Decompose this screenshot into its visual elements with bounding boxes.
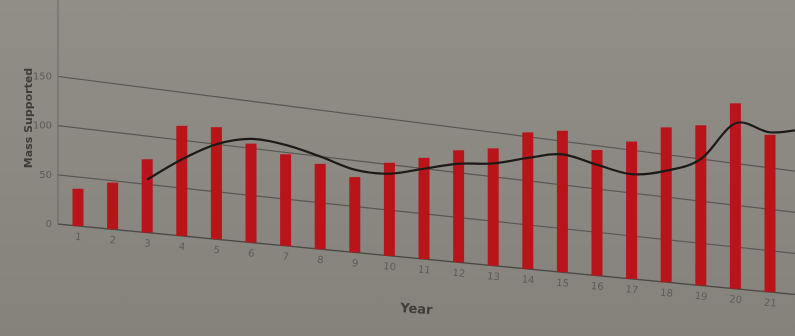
bar-18: [660, 127, 672, 283]
bar-7: [280, 154, 292, 246]
x-tick-label: 4: [178, 242, 185, 254]
x-tick-label: 1: [75, 232, 82, 244]
x-tick-label: 5: [213, 245, 220, 257]
bars: [72, 103, 776, 293]
bar-11: [418, 157, 430, 260]
x-tick-label: 2: [109, 235, 116, 247]
bar-6: [245, 143, 257, 243]
bar-12: [453, 150, 465, 263]
bar-9: [349, 177, 361, 253]
x-tick-label: 13: [487, 271, 501, 283]
x-tick-label: 12: [452, 268, 466, 280]
bar-1: [72, 188, 84, 226]
x-axis-label: Year: [399, 301, 434, 318]
bar-4: [176, 125, 188, 236]
bar-13: [487, 148, 499, 266]
bar-16: [591, 150, 603, 276]
x-tick-label: 11: [417, 265, 431, 277]
x-tick-label: 9: [351, 258, 358, 270]
x-tick-label: 6: [248, 248, 255, 260]
y-tick-label: 0: [46, 219, 52, 230]
trend-line-path: [146, 121, 795, 181]
bar-14: [522, 132, 534, 269]
bar-19: [695, 125, 707, 286]
bar-8: [314, 163, 326, 250]
bar-20: [729, 103, 741, 289]
y-axis-label: Mass Supported: [22, 68, 35, 168]
gridline-150: [57, 75, 795, 172]
x-tick-label: 17: [625, 284, 639, 296]
trend-line: [146, 121, 795, 181]
bar-10: [383, 162, 395, 256]
bar-3: [141, 159, 153, 233]
y-tick-label: 150: [33, 71, 52, 82]
x-tick-label: 20: [729, 294, 743, 306]
bar-15: [556, 130, 568, 273]
x-tick-label: 3: [144, 238, 151, 250]
x-tick-label: 14: [521, 274, 535, 286]
bar-5: [210, 127, 222, 240]
y-tick-labels: 0 50 100 150: [33, 71, 52, 230]
x-tick-label: 15: [556, 278, 570, 290]
x-tick-labels: 12345678910111213141516171819202122: [75, 232, 777, 310]
y-tick-label: 100: [33, 121, 52, 132]
x-tick-label: 18: [660, 288, 674, 300]
x-tick-label: 21: [763, 298, 777, 310]
x-tick-label: 7: [282, 252, 289, 264]
y-tick-label: 50: [39, 170, 52, 181]
x-tick-label: 8: [317, 255, 324, 267]
x-tick-label: 16: [590, 281, 604, 293]
x-tick-label: 10: [383, 261, 397, 273]
x-tick-label: 19: [694, 291, 708, 303]
bar-21: [764, 134, 776, 293]
bar-17: [626, 141, 638, 279]
bar-2: [107, 182, 119, 230]
